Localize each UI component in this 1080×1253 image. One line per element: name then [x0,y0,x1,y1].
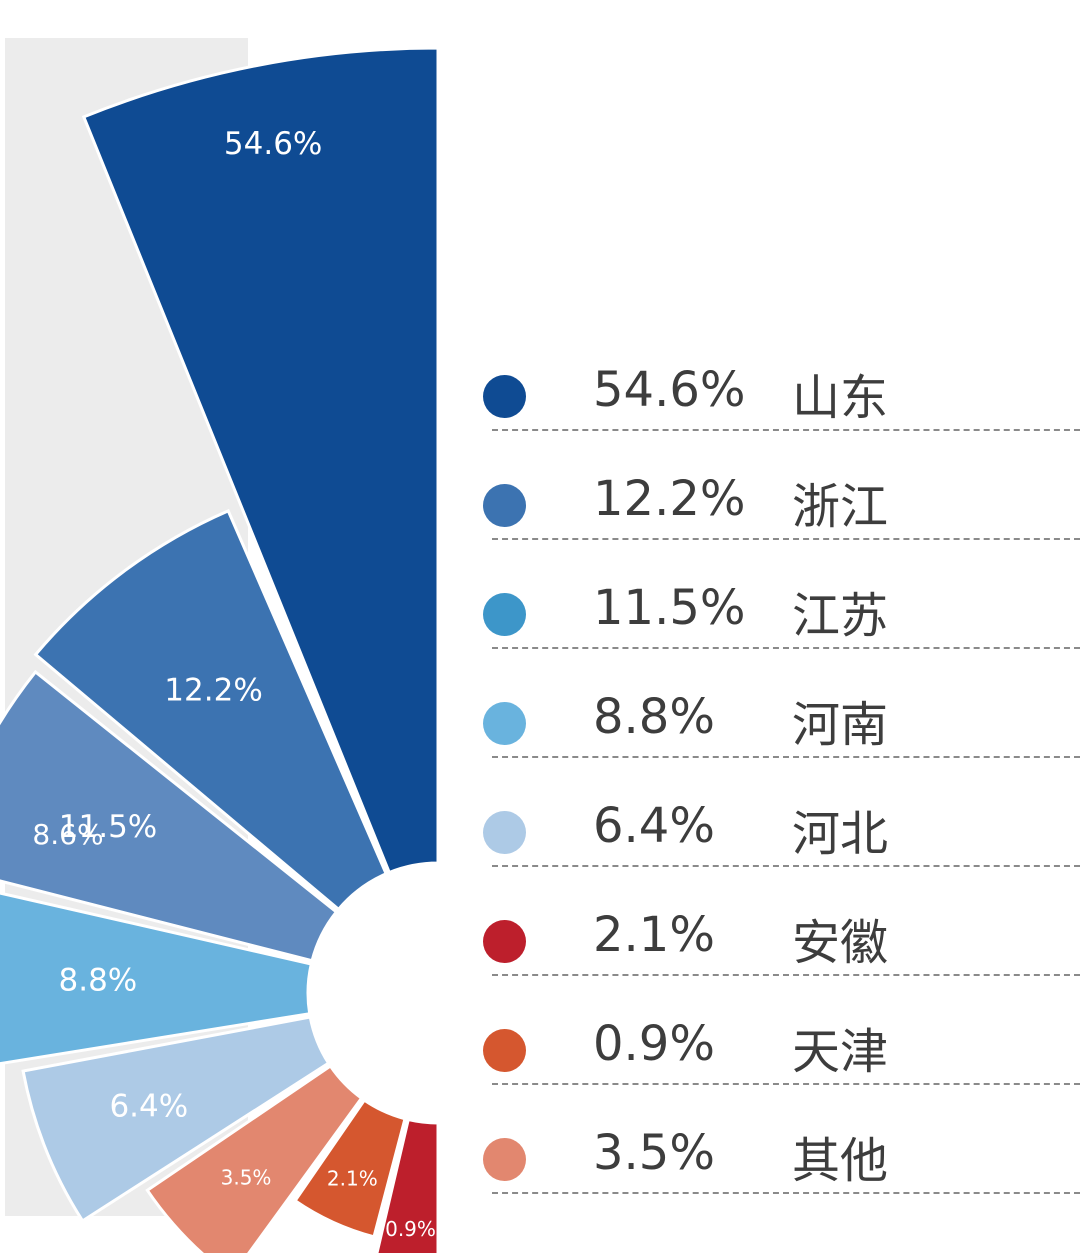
slice-label: 54.6% [224,126,322,162]
legend-value: 6.4% [593,798,715,854]
legend-value: 0.9% [593,1016,715,1072]
legend-name: 浙江 [792,479,889,535]
legend-dot-icon [483,484,526,527]
legend-divider [492,974,1080,976]
legend-value: 2.1% [593,907,715,963]
legend-dot-icon [483,1029,526,1072]
legend-dot-icon [483,920,526,963]
legend-name: 河北 [792,806,889,862]
legend-divider [492,647,1080,649]
legend-dot-icon [483,593,526,636]
slice-label: 11.5% [59,809,157,845]
slice-label: 12.2% [164,673,262,709]
legend-item: 12.2% 浙江 [480,449,1080,558]
slice-label: 2.1% [327,1166,378,1190]
legend-divider [492,865,1080,867]
legend-value: 8.8% [593,689,715,745]
legend-name: 河南 [792,697,889,753]
legend-item: 3.5% 其他 [480,1103,1080,1212]
slice-label: 3.5% [221,1165,272,1189]
legend-name: 山东 [792,370,889,426]
legend-name: 安徽 [792,915,889,971]
legend-value: 54.6% [593,362,746,418]
slice-label: 0.9% [385,1217,436,1241]
legend-dot-icon [483,811,526,854]
rose-slice-山东 [81,46,440,875]
legend-item: 6.4% 河北 [480,776,1080,885]
legend-value: 11.5% [593,580,746,636]
legend-name: 天津 [792,1024,889,1080]
legend-item: 2.1% 安徽 [480,885,1080,994]
legend-divider [492,1192,1080,1194]
legend-name: 其他 [792,1133,889,1189]
legend-divider [492,429,1080,431]
legend-divider [492,538,1080,540]
rose-slice-浙江 [33,508,389,912]
stray-slice-label: 8.6% [32,818,103,851]
legend-divider [492,1083,1080,1085]
rose-slice-河南 [0,891,314,1066]
legend-item: 8.8% 河南 [480,667,1080,776]
legend-divider [492,756,1080,758]
legend-dot-icon [483,1138,526,1181]
slice-label: 6.4% [109,1088,188,1124]
legend-value: 12.2% [593,471,746,527]
rose-slice-其他 [145,1063,364,1253]
legend-dot-icon [483,375,526,418]
legend-item: 0.9% 天津 [480,994,1080,1103]
legend-item: 54.6% 山东 [480,340,1080,449]
rose-slice-江苏 [0,669,339,963]
legend-name: 江苏 [792,588,889,644]
slice-label: 8.8% [59,963,138,999]
legend-value: 3.5% [593,1125,715,1181]
legend-item: 11.5% 江苏 [480,558,1080,667]
legend-dot-icon [483,702,526,745]
rose-slice-河北 [21,1015,331,1223]
rose-slice-安徽 [375,1117,440,1253]
rose-slice-天津 [293,1098,407,1239]
